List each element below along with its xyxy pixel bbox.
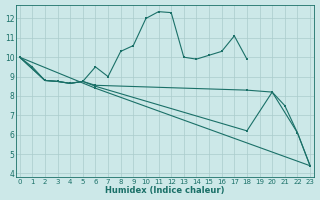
X-axis label: Humidex (Indice chaleur): Humidex (Indice chaleur) — [105, 186, 225, 195]
